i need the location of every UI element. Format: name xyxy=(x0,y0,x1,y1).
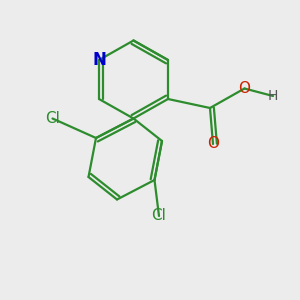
Text: Cl: Cl xyxy=(45,111,60,126)
Text: O: O xyxy=(207,136,219,152)
Text: N: N xyxy=(92,51,106,69)
Text: O: O xyxy=(238,81,250,96)
Text: Cl: Cl xyxy=(152,208,166,224)
Text: H: H xyxy=(268,89,278,103)
